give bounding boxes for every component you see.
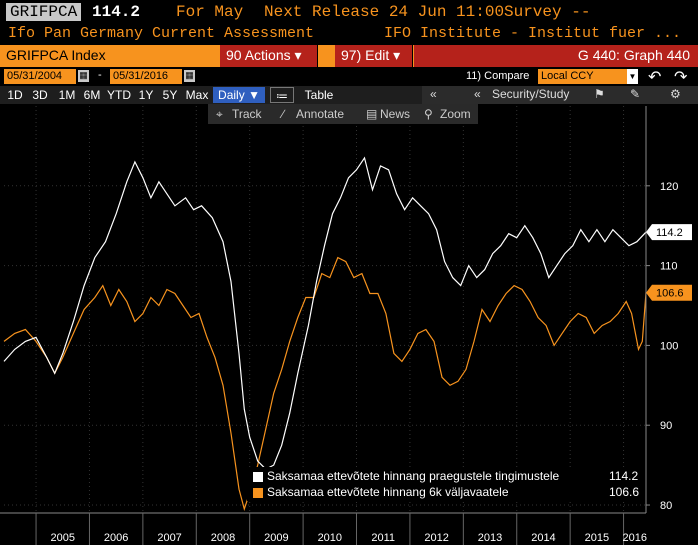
flag-icon[interactable]: ⚑ bbox=[594, 87, 605, 101]
last-price: 114.2 bbox=[92, 3, 141, 21]
period-button[interactable]: 5Y bbox=[162, 88, 178, 102]
x-tick-label: 2008 bbox=[211, 532, 235, 544]
chevron-down-icon: ▾ bbox=[393, 47, 401, 63]
x-tick-label: 2015 bbox=[585, 532, 609, 544]
frequency-select[interactable]: Daily ▼ bbox=[213, 87, 265, 103]
edit-label: 97) Edit bbox=[341, 47, 390, 63]
redo-icon[interactable]: ↷ bbox=[674, 69, 688, 86]
period-button[interactable]: YTD bbox=[107, 88, 131, 102]
next-release: Next Release 24 Jun 11:00 bbox=[264, 3, 505, 21]
calendar-icon[interactable]: ▦ bbox=[78, 70, 89, 82]
legend-swatch bbox=[253, 488, 263, 498]
series-line bbox=[3, 156, 647, 470]
frequency-value: Daily bbox=[218, 88, 245, 102]
actions-label: 90 Actions bbox=[226, 47, 291, 63]
compare-value: Local CCY bbox=[541, 70, 594, 82]
y-tick-label: 110 bbox=[660, 261, 678, 273]
x-tick-label: 2010 bbox=[318, 532, 342, 544]
x-tick-label: 2012 bbox=[424, 532, 448, 544]
legend-label: Saksamaa ettevõtete hinnang 6k väljavaat… bbox=[267, 485, 509, 499]
start-date-input[interactable]: 05/31/2004 bbox=[4, 69, 76, 84]
legend-swatch bbox=[253, 472, 263, 482]
survey: Survey -- bbox=[504, 3, 591, 21]
track-button[interactable]: Track bbox=[232, 107, 262, 121]
period-button[interactable]: 1D bbox=[7, 88, 23, 102]
pencil-icon[interactable]: ∕ bbox=[282, 107, 285, 121]
chart-series bbox=[3, 156, 647, 512]
x-tick-label: 2009 bbox=[264, 532, 288, 544]
gear-icon[interactable]: ⚙ bbox=[670, 87, 681, 101]
edit-button[interactable]: 97) Edit ▾ bbox=[335, 45, 413, 67]
index-label[interactable]: GRIFPCA Index bbox=[0, 45, 112, 67]
x-tick-label: 2014 bbox=[531, 532, 555, 544]
edit-icon[interactable]: ✎ bbox=[630, 87, 641, 101]
description-row: Ifo Pan Germany Current Assessment IFO I… bbox=[0, 24, 698, 44]
annotation-toolbar: ⌖ Track ∕ Annotate ▤ News ⚲ Zoom bbox=[208, 104, 478, 124]
security-study-label[interactable]: Security/Study bbox=[492, 87, 570, 101]
period-button[interactable]: 1M bbox=[58, 88, 76, 102]
chart-type-icon[interactable]: ≔ bbox=[270, 87, 294, 103]
x-tick-label: 2006 bbox=[104, 532, 128, 544]
y-tick-label: 90 bbox=[660, 420, 672, 432]
legend-value: 106.6 bbox=[609, 485, 640, 499]
x-tick-label: 2013 bbox=[478, 532, 502, 544]
news-button[interactable]: News bbox=[380, 107, 411, 121]
zoom-button[interactable]: Zoom bbox=[440, 107, 471, 121]
y-tick-label: 80 bbox=[660, 500, 672, 512]
last-value-text: 114.2 bbox=[656, 227, 683, 239]
period-toolbar: 1D 3D 1M 6M YTD 1Y 5Y Max Daily ▼ ≔ Tabl… bbox=[0, 86, 698, 104]
x-tick-label: 2007 bbox=[157, 532, 181, 544]
compare-select[interactable]: Local CCY ▼ bbox=[538, 69, 638, 84]
for-period: For May bbox=[176, 3, 244, 21]
last-value-tag bbox=[646, 284, 692, 301]
chart-legend: Saksamaa ettevõtete hinnang praegustele … bbox=[247, 467, 643, 501]
source-description: IFO Institute - Institut fuer ... bbox=[384, 25, 682, 42]
date-range-row: 05/31/2004 ▦ - 05/31/2016 ▦ 11) Compare … bbox=[0, 68, 698, 86]
chevron-down-icon: ▼ bbox=[627, 69, 638, 84]
last-value-tag bbox=[646, 224, 692, 241]
security-header: GRIFPCA 114.2 For May Next Release 24 Ju… bbox=[0, 0, 698, 24]
graph-label[interactable]: G 440: Graph 440 bbox=[414, 45, 698, 67]
table-button[interactable]: Table bbox=[304, 88, 334, 102]
ticker-label[interactable]: GRIFPCA bbox=[6, 3, 82, 21]
legend-label: Saksamaa ettevõtete hinnang praegustele … bbox=[267, 469, 560, 483]
search-icon[interactable]: ⚲ bbox=[424, 107, 433, 121]
chevron-down-icon: ▾ bbox=[294, 47, 302, 63]
calendar-icon[interactable]: ▦ bbox=[184, 70, 195, 82]
series-line bbox=[3, 256, 647, 512]
period-button[interactable]: 1Y bbox=[138, 88, 154, 102]
undo-icon[interactable]: ↶ bbox=[648, 69, 662, 86]
compare-label: 11) Compare bbox=[466, 70, 530, 82]
y-tick-label: 120 bbox=[660, 181, 678, 193]
x-axis: 2005 2006 2007 2008 2009 2010 2011 2012 2013 2014… bbox=[0, 512, 647, 545]
expand-icon[interactable]: « bbox=[474, 87, 481, 101]
date-separator: - bbox=[98, 69, 102, 81]
security-description: Ifo Pan Germany Current Assessment bbox=[8, 25, 315, 42]
legend-value: 114.2 bbox=[609, 469, 639, 483]
security-study-bar: « « Security/Study ⚑ ✎ ⚙ bbox=[422, 86, 698, 104]
collapse-left-icon[interactable]: « bbox=[430, 87, 437, 101]
chevron-down-icon: ▼ bbox=[248, 88, 260, 102]
y-axis: 80 90 100 110 120 bbox=[645, 106, 678, 513]
last-value-text: 106.6 bbox=[656, 288, 684, 300]
period-button[interactable]: 3D bbox=[32, 88, 48, 102]
y-tick-label: 100 bbox=[660, 340, 678, 352]
news-icon[interactable]: ▤ bbox=[366, 107, 378, 121]
last-value-labels: 114.2 106.6 bbox=[646, 224, 692, 301]
x-tick-label: 2011 bbox=[371, 532, 395, 544]
period-button[interactable]: 6M bbox=[83, 88, 101, 102]
period-button[interactable]: Max bbox=[185, 88, 209, 102]
chart-grid bbox=[4, 106, 646, 513]
x-tick-label: 2016 bbox=[623, 532, 647, 544]
annotate-button[interactable]: Annotate bbox=[296, 107, 345, 121]
x-tick-label: 2005 bbox=[51, 532, 75, 544]
actions-button[interactable]: 90 Actions ▾ bbox=[220, 45, 318, 67]
crosshair-icon[interactable]: ⌖ bbox=[216, 107, 223, 121]
function-bar: GRIFPCA Index 90 Actions ▾ 97) Edit ▾ G … bbox=[0, 45, 698, 67]
end-date-input[interactable]: 05/31/2016 bbox=[110, 69, 182, 84]
